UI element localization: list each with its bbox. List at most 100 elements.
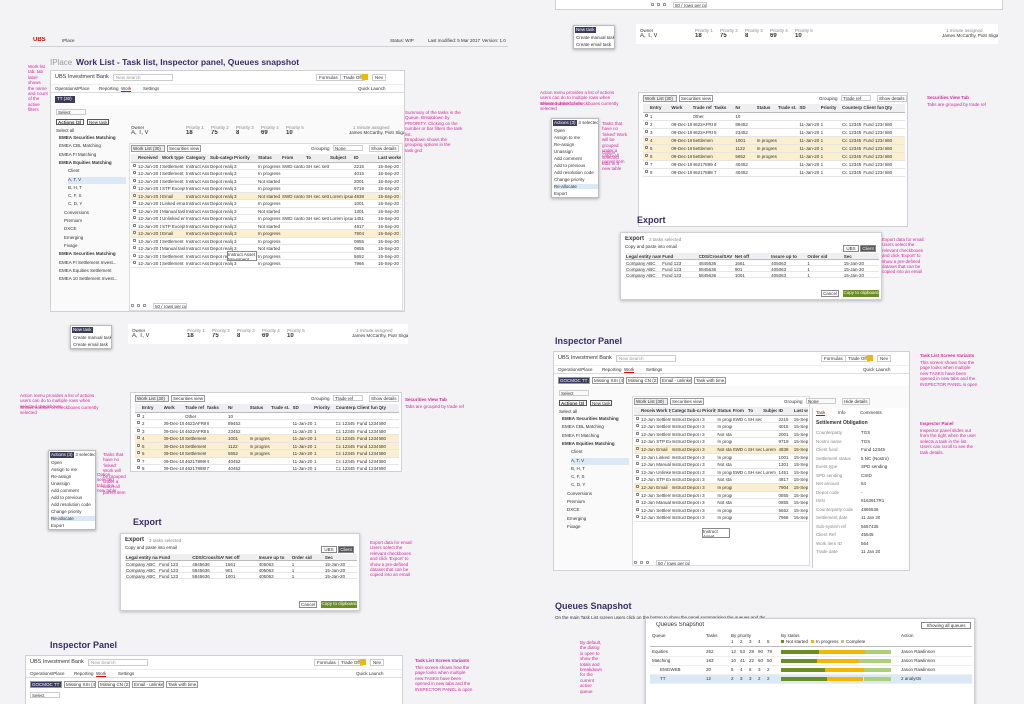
nav-item[interactable]: Reporting xyxy=(602,367,622,372)
column-header[interactable]: From xyxy=(732,408,744,413)
tree-item[interactable]: Emerging xyxy=(64,234,84,240)
button[interactable]: Nev xyxy=(877,355,892,363)
table-row[interactable] xyxy=(131,230,401,238)
column-header[interactable]: Legal entity name xyxy=(626,254,662,259)
nav-item[interactable]: IPlace xyxy=(52,671,65,676)
column-header[interactable]: Nr xyxy=(228,405,234,410)
column-header[interactable]: Qty xyxy=(378,405,387,410)
select[interactable]: Select xyxy=(56,109,86,115)
view-tab[interactable]: Work List (30) xyxy=(135,395,169,402)
queue-row[interactable] xyxy=(650,648,972,657)
column-header[interactable]: Entry xyxy=(142,405,154,410)
nav-item[interactable]: IPlace xyxy=(77,86,90,91)
tab[interactable]: Task with time... (3851) xyxy=(166,681,198,688)
table-row[interactable] xyxy=(125,567,357,573)
tree-item[interactable]: EMEA FI Settlement Invest... xyxy=(59,259,117,265)
menu-item[interactable]: Add comment xyxy=(554,156,582,161)
checkbox[interactable] xyxy=(635,515,639,519)
column-header[interactable]: Trade ref xyxy=(185,405,205,410)
checkbox[interactable] xyxy=(136,436,140,439)
column-header[interactable]: Entry xyxy=(650,105,662,110)
tree-item[interactable]: A, T, V xyxy=(68,176,126,184)
column-header[interactable]: Insure up to xyxy=(258,555,285,560)
menu-item[interactable]: Export xyxy=(51,523,65,528)
checkbox[interactable] xyxy=(132,171,136,174)
tree-item[interactable]: EMEA 10 Settlement Invest... xyxy=(59,276,118,282)
view-tab[interactable]: Securities view (25) xyxy=(167,145,201,152)
table-row[interactable] xyxy=(131,237,401,245)
quick-launch[interactable]: Quick Launch xyxy=(358,86,386,91)
column-header[interactable]: Sub-category xyxy=(686,408,702,413)
column-header[interactable]: Last worked xyxy=(378,155,401,160)
menu-item[interactable]: Change priority xyxy=(51,509,82,514)
select[interactable]: Select xyxy=(30,692,60,698)
column-header[interactable]: Status xyxy=(756,105,771,110)
tab[interactable]: Email - unlinked (564) xyxy=(132,681,164,688)
checkbox[interactable] xyxy=(635,424,639,428)
table-row[interactable] xyxy=(131,170,401,178)
column-header[interactable]: Received xyxy=(138,155,158,160)
details-button[interactable]: Show details xyxy=(877,95,907,103)
table-row[interactable] xyxy=(634,446,808,454)
checkbox[interactable] xyxy=(635,500,639,504)
table-row[interactable] xyxy=(135,412,399,420)
tree-item[interactable]: EMEA FI Matching xyxy=(59,151,97,157)
table-row[interactable] xyxy=(634,415,808,424)
checkbox[interactable] xyxy=(635,492,639,496)
details-button[interactable]: Hide details xyxy=(842,398,870,406)
tree-item[interactable]: EMEA CBL Matching xyxy=(59,143,101,149)
table-row[interactable] xyxy=(634,453,808,462)
tree-item[interactable]: Premium xyxy=(64,218,83,223)
checkbox[interactable] xyxy=(132,261,136,264)
table-row[interactable] xyxy=(131,245,401,253)
menu-item[interactable]: Add to previous xyxy=(51,495,83,500)
table-row[interactable] xyxy=(131,185,401,193)
menu-item[interactable]: Unassign xyxy=(554,149,573,154)
nav-item[interactable]: Settings xyxy=(646,367,663,372)
actions-button[interactable]: Actions (3) xyxy=(56,119,84,125)
menu-item[interactable]: Open xyxy=(554,128,566,133)
table-row[interactable] xyxy=(634,491,808,500)
checkbox[interactable] xyxy=(644,154,648,157)
inspector-tab[interactable]: Task xyxy=(816,410,826,417)
column-header[interactable]: Status xyxy=(249,405,264,410)
tab[interactable]: Missing SSI (4838) xyxy=(64,681,96,688)
table-row[interactable] xyxy=(131,260,401,268)
copy-button[interactable]: Copy to clipboard xyxy=(843,290,879,297)
column-header[interactable]: Sec xyxy=(843,254,852,259)
column-header[interactable]: Work type xyxy=(656,408,670,413)
select[interactable]: Select xyxy=(559,390,589,396)
column-header[interactable]: Trade st. xyxy=(778,105,797,110)
table-row[interactable] xyxy=(131,177,401,185)
column-header[interactable]: Trade ref xyxy=(692,105,712,110)
grouping-select[interactable]: Trade ref xyxy=(333,395,363,401)
column-header[interactable]: Order sid xyxy=(291,555,312,560)
menu-item[interactable]: Re-assign xyxy=(554,142,575,147)
column-header[interactable]: To xyxy=(306,155,312,160)
nav-item[interactable]: Work xyxy=(624,367,635,374)
tab[interactable]: Email - unlinked (564) xyxy=(660,377,692,384)
actions-button[interactable]: Actions (3) xyxy=(559,400,587,406)
nav-item[interactable]: Settings xyxy=(118,671,135,676)
table-row[interactable] xyxy=(634,438,808,446)
menu-item[interactable]: Open xyxy=(51,460,63,465)
checkbox[interactable] xyxy=(635,454,639,458)
checkbox[interactable] xyxy=(635,447,639,450)
cancel-button[interactable]: Cancel xyxy=(299,601,317,608)
checkbox[interactable] xyxy=(132,231,136,234)
button[interactable]: Formulas xyxy=(314,659,339,667)
column-header[interactable]: Received xyxy=(641,408,656,413)
tab[interactable]: TT (30) xyxy=(55,96,75,103)
checkbox[interactable] xyxy=(132,223,136,227)
quick-launch[interactable]: Quick Launch xyxy=(356,671,384,676)
checkbox[interactable] xyxy=(644,162,648,165)
column-header[interactable]: Fund xyxy=(159,555,171,560)
nav-item[interactable]: IPlace xyxy=(580,367,593,372)
details-button[interactable]: Show details xyxy=(369,395,399,403)
checkbox[interactable] xyxy=(132,201,136,204)
table-row[interactable] xyxy=(135,435,399,443)
column-header[interactable]: SD xyxy=(799,105,806,110)
checkbox[interactable] xyxy=(635,477,639,481)
table-row[interactable] xyxy=(131,200,401,208)
pager-select[interactable]: 50 / rows per page xyxy=(656,560,690,566)
